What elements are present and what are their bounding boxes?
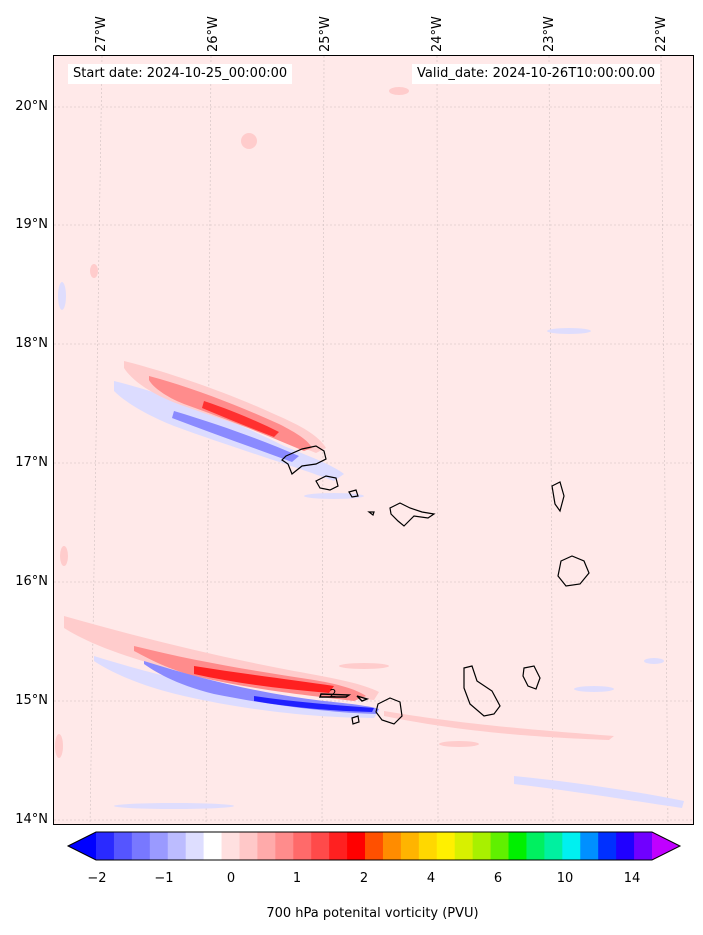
colorbar-extend-high — [652, 832, 680, 860]
colorbar-tick: 4 — [426, 871, 436, 886]
south-positive-core — [194, 666, 334, 693]
island-boa-vista — [557, 555, 590, 587]
colorbar-tick: 10 — [556, 871, 574, 886]
colorbar-segment — [131, 832, 151, 860]
colorbar-segment — [382, 832, 402, 860]
colorbar-segment — [418, 832, 438, 860]
colorbar-segment — [185, 832, 205, 860]
lat-label-18n: 18°N — [15, 336, 48, 351]
lon-label-26w: 26°W — [206, 16, 221, 52]
colorbar-segment — [275, 832, 294, 860]
colorbar-segment — [96, 832, 115, 860]
lon-label-27w: 27°W — [94, 16, 109, 52]
contour-label: 2 — [330, 687, 337, 700]
weak-positive-features — [55, 87, 479, 758]
island-santa-luzia — [348, 489, 359, 498]
colorbar-outline — [66, 831, 682, 861]
island-sao-nicolau — [389, 502, 436, 527]
colorbar-segment — [508, 832, 527, 860]
colorbar-segment — [400, 832, 420, 860]
colorbar-segment — [167, 832, 187, 860]
colorbar-segment — [544, 832, 563, 860]
colorbar-segment — [293, 832, 312, 860]
colorbar-segment — [634, 832, 653, 860]
colorbar-segments — [68, 832, 680, 860]
colorbar-tick: −2 — [87, 871, 107, 886]
colorbar-tick: 14 — [623, 871, 641, 886]
island-sal — [551, 481, 565, 513]
lat-label-17n: 17°N — [15, 455, 48, 470]
colorbar-tick: 6 — [493, 871, 503, 886]
south-negative-mid — [144, 661, 379, 714]
lon-label-22w: 22°W — [654, 16, 669, 52]
colorbar-segment — [436, 832, 456, 860]
colorbar-segment — [472, 832, 492, 860]
colorbar-tick: −1 — [154, 871, 174, 886]
lon-label-23w: 23°W — [542, 16, 557, 52]
south-pv-streak — [64, 616, 684, 808]
map-plot: 2 — [54, 56, 693, 824]
lat-label-16n: 16°N — [15, 574, 48, 589]
colorbar-label: 700 hPa potenital vorticity (PVU) — [266, 906, 479, 921]
colorbar-segment — [490, 832, 510, 860]
north-positive-core — [202, 401, 279, 437]
colorbar-segment — [562, 832, 581, 860]
colorbar-segment — [113, 832, 133, 860]
colorbar-segment — [221, 832, 240, 860]
start-date-box: Start date: 2024-10-25_00:00:00 — [68, 64, 293, 84]
east-tail — [384, 711, 614, 740]
island-santo-antao — [281, 445, 327, 475]
island-sao-vicente — [315, 475, 339, 491]
colorbar-segment — [347, 832, 366, 860]
map-panel: 2 — [53, 55, 694, 825]
colorbar-extend-low — [68, 832, 96, 860]
lat-label-20n: 20°N — [15, 99, 48, 114]
lon-label-25w: 25°W — [318, 16, 333, 52]
colorbar-segment — [203, 832, 223, 860]
colorbar-segment — [526, 832, 545, 860]
south-negative-core — [254, 696, 374, 712]
island-raso — [367, 511, 375, 516]
north-negative-core — [172, 411, 299, 462]
weak-features — [58, 282, 664, 809]
contour-2 — [319, 693, 370, 702]
colorbar-segment — [365, 832, 384, 860]
coastlines — [281, 445, 590, 725]
colorbar-segment — [616, 832, 635, 860]
colorbar-segment — [598, 832, 617, 860]
lat-label-19n: 19°N — [15, 217, 48, 232]
island-fogo — [375, 697, 403, 725]
east-tail-neg — [514, 776, 684, 808]
colorbar-segment — [580, 832, 599, 860]
colorbar-tick: 0 — [226, 871, 236, 886]
lon-label-24w: 24°W — [430, 16, 445, 52]
colorbar — [66, 831, 682, 861]
colorbar-segment — [149, 832, 169, 860]
island-brava — [351, 715, 360, 725]
lat-label-15n: 15°N — [15, 693, 48, 708]
colorbar-segment — [329, 832, 348, 860]
island-maio — [522, 665, 541, 690]
colorbar-segment — [454, 832, 474, 860]
lat-label-14n: 14°N — [15, 812, 48, 827]
colorbar-tick: 2 — [359, 871, 369, 886]
colorbar-segment — [239, 832, 258, 860]
valid-date-box: Valid_date: 2024-10-26T10:00:00.00 — [412, 64, 661, 84]
colorbar-segment — [311, 832, 330, 860]
colorbar-segment — [257, 832, 276, 860]
north-pv-streak — [114, 361, 344, 481]
colorbar-tick: 1 — [292, 871, 302, 886]
island-santiago — [463, 665, 501, 717]
